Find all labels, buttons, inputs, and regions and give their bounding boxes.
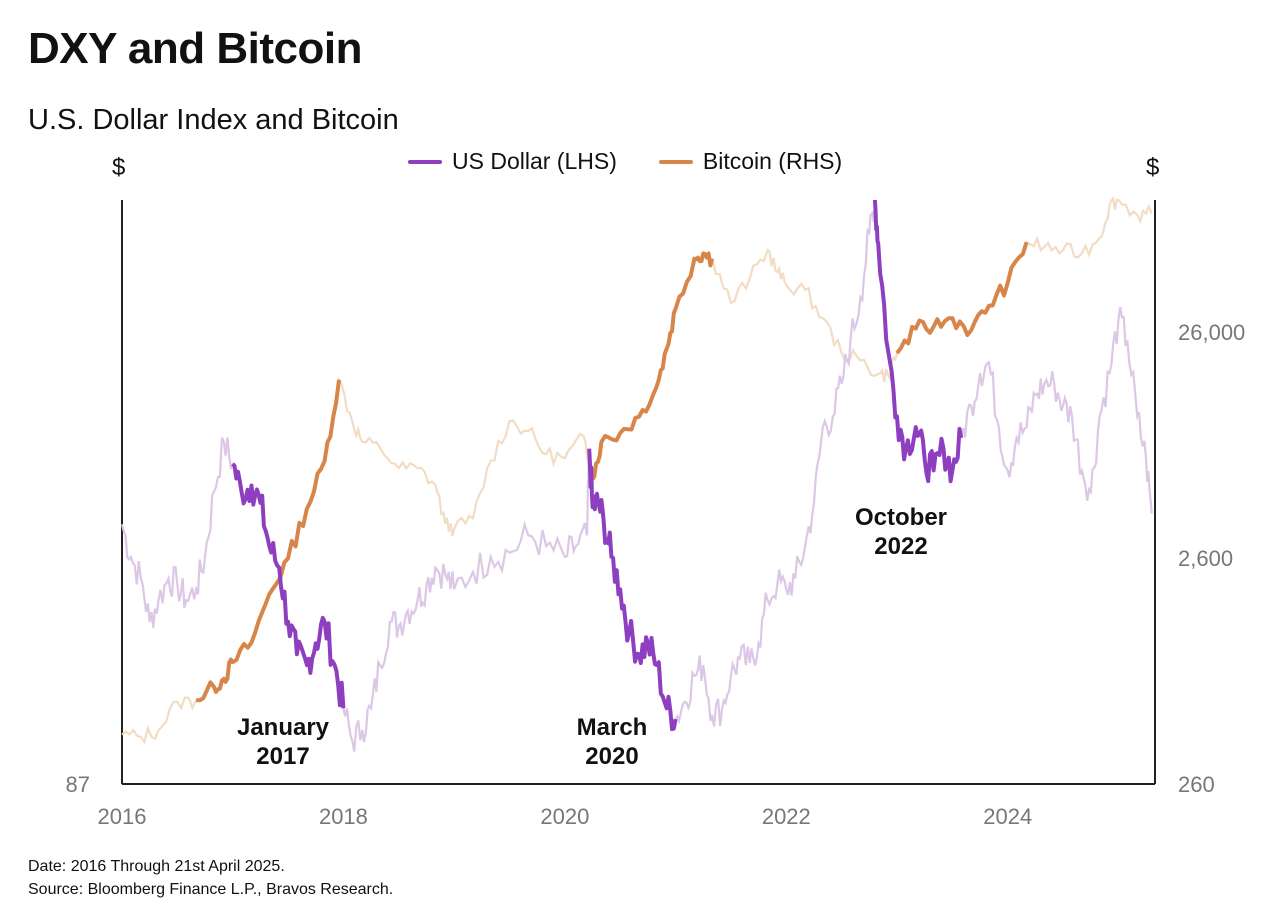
legend-label-us-dollar: US Dollar (LHS) — [452, 148, 617, 174]
bitcoin-line-highlight-3 — [895, 241, 1029, 355]
us-dollar-line-faded — [120, 199, 1153, 752]
x-tick-label-2024: 2024 — [983, 804, 1032, 829]
chart-title: DXY and Bitcoin — [28, 24, 362, 73]
annotation-1-line-2: 2017 — [256, 743, 309, 770]
us-dollar-line-highlight-2 — [587, 448, 678, 732]
annotation-2-line-2: 2020 — [585, 743, 638, 770]
chart-legend: US Dollar (LHS) Bitcoin (RHS) — [408, 148, 842, 175]
annotation-3-line-2: 2022 — [874, 533, 927, 560]
x-tick-label-2020: 2020 — [540, 804, 589, 829]
legend-item-us-dollar: US Dollar (LHS) — [408, 148, 617, 175]
us-dollar-line-highlight-1 — [231, 462, 346, 709]
us-dollar-line-highlight-3 — [872, 199, 964, 484]
bitcoin-line-highlight-1 — [196, 379, 341, 703]
chart-subtitle: U.S. Dollar Index and Bitcoin — [28, 104, 399, 136]
left-tick-label-87: 87 — [66, 772, 90, 797]
x-tick-label-2016: 2016 — [98, 804, 147, 829]
legend-item-bitcoin: Bitcoin (RHS) — [658, 148, 843, 175]
right-tick-label-2,600: 2,600 — [1178, 546, 1233, 571]
legend-swatch-bitcoin — [658, 159, 693, 164]
bitcoin-line-highlight-2 — [590, 251, 715, 481]
x-tick-label-2018: 2018 — [319, 804, 368, 829]
footnote-source: Source: Bloomberg Finance L.P., Bravos R… — [28, 881, 394, 898]
x-tick-label-2022: 2022 — [762, 804, 811, 829]
footnote-date: Date: 2016 Through 21st April 2025. — [28, 858, 285, 875]
right-axis-unit: $ — [1146, 154, 1160, 181]
right-tick-label-260: 260 — [1178, 772, 1215, 797]
right-tick-label-26,000: 26,000 — [1178, 320, 1245, 345]
legend-label-bitcoin: Bitcoin (RHS) — [702, 148, 843, 174]
legend-swatch-us-dollar — [408, 159, 442, 164]
annotation-1-line-1: January — [237, 714, 330, 741]
annotation-3-line-1: October — [855, 504, 947, 531]
left-axis-unit: $ — [112, 154, 126, 181]
annotation-2-line-1: March — [577, 714, 648, 741]
